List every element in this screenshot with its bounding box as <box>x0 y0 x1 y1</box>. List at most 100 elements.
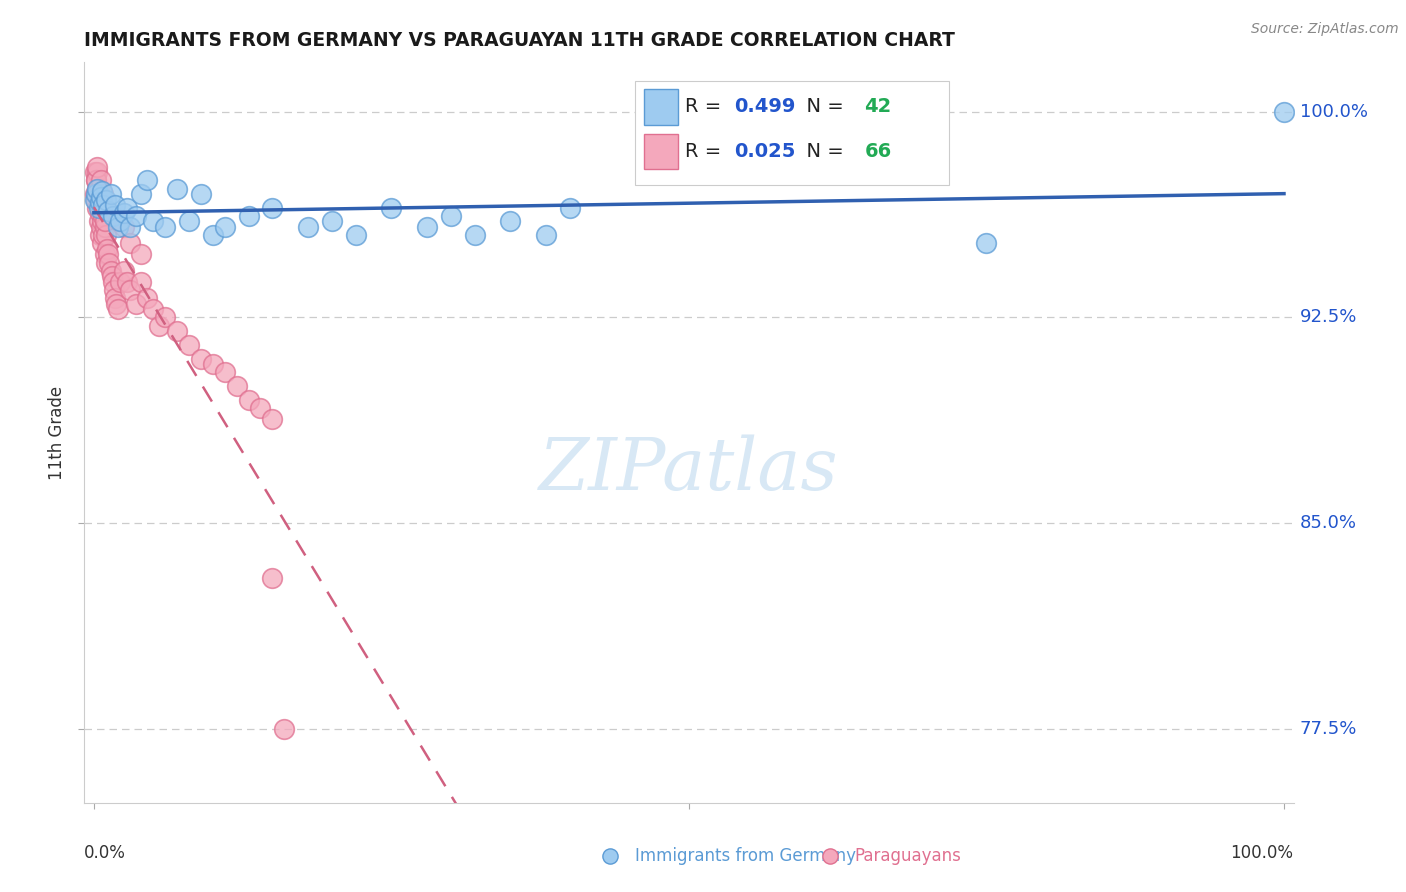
Point <box>115 275 138 289</box>
Point <box>84 173 107 187</box>
Point <box>534 228 557 243</box>
Point <box>94 193 117 207</box>
Point <box>464 228 486 243</box>
Text: 0.0%: 0.0% <box>84 844 127 862</box>
Point <box>89 228 111 243</box>
Point <box>201 228 224 243</box>
Point <box>155 310 177 325</box>
Point <box>321 214 343 228</box>
Point <box>249 401 271 415</box>
Point <box>976 236 998 251</box>
Text: Source: ZipAtlas.com: Source: ZipAtlas.com <box>1251 22 1399 37</box>
Point <box>84 193 107 207</box>
Point <box>100 269 122 284</box>
Point <box>86 181 108 195</box>
Point <box>84 187 107 202</box>
Point <box>262 571 284 585</box>
Point <box>87 214 110 228</box>
Point <box>91 184 114 198</box>
Point <box>86 181 108 195</box>
Point <box>124 297 146 311</box>
Point <box>131 187 153 202</box>
Point <box>90 219 112 234</box>
Point <box>93 214 115 228</box>
Point <box>166 181 188 195</box>
Point <box>155 219 177 234</box>
Point <box>214 365 236 379</box>
Text: 0.025: 0.025 <box>734 142 794 161</box>
Text: ZIPatlas: ZIPatlas <box>538 434 839 505</box>
Point <box>148 318 170 333</box>
Point <box>94 255 117 269</box>
Point <box>262 201 284 215</box>
Point <box>90 190 112 204</box>
Point <box>380 201 402 215</box>
Point <box>558 201 581 215</box>
Point <box>84 187 107 202</box>
Text: IMMIGRANTS FROM GERMANY VS PARAGUAYAN 11TH GRADE CORRELATION CHART: IMMIGRANTS FROM GERMANY VS PARAGUAYAN 11… <box>84 30 955 50</box>
Point <box>96 242 118 256</box>
Point <box>97 203 120 218</box>
Text: N =: N = <box>794 97 851 116</box>
Point <box>93 228 115 243</box>
Point <box>100 187 122 202</box>
Point <box>201 357 224 371</box>
Point <box>84 173 107 187</box>
Text: 92.5%: 92.5% <box>1299 309 1357 326</box>
Text: 0.499: 0.499 <box>734 97 794 116</box>
Point <box>93 187 115 202</box>
Point <box>87 181 110 195</box>
Text: N =: N = <box>794 142 851 161</box>
Point <box>84 193 107 207</box>
Point <box>89 193 111 207</box>
Point <box>107 214 129 228</box>
Point <box>86 165 108 179</box>
Point <box>166 324 188 338</box>
Point <box>108 275 131 289</box>
Point <box>101 275 124 289</box>
Point <box>190 351 212 366</box>
Point <box>440 209 463 223</box>
Point <box>136 291 159 305</box>
Text: 85.0%: 85.0% <box>1299 514 1357 533</box>
Point <box>103 283 125 297</box>
Point <box>112 219 135 234</box>
Point <box>115 201 138 215</box>
Point <box>89 206 111 220</box>
Point <box>87 193 110 207</box>
Point <box>100 264 122 278</box>
Point <box>297 219 319 234</box>
Point <box>124 209 146 223</box>
Point <box>238 392 260 407</box>
Point <box>89 195 111 210</box>
Point <box>93 247 115 261</box>
Point <box>107 219 129 234</box>
Point <box>87 201 110 215</box>
Point <box>91 236 114 251</box>
Point <box>225 379 247 393</box>
Point <box>97 247 120 261</box>
Point <box>177 214 200 228</box>
Point <box>91 214 114 228</box>
Point <box>112 264 135 278</box>
Point <box>238 209 260 223</box>
Text: R =: R = <box>685 142 728 161</box>
FancyBboxPatch shape <box>644 89 678 125</box>
Point <box>93 198 115 212</box>
Point <box>89 187 111 202</box>
Point <box>90 173 112 187</box>
Point <box>104 198 127 212</box>
Point <box>86 201 108 215</box>
Point <box>118 283 141 297</box>
Point <box>101 209 124 223</box>
Point <box>1272 104 1295 119</box>
Point <box>98 255 121 269</box>
Point <box>112 206 135 220</box>
Point <box>214 219 236 234</box>
Point <box>344 228 367 243</box>
Point <box>86 160 108 174</box>
Text: 100.0%: 100.0% <box>1230 844 1294 862</box>
Point <box>177 338 200 352</box>
Point <box>104 291 127 305</box>
Point <box>131 275 153 289</box>
